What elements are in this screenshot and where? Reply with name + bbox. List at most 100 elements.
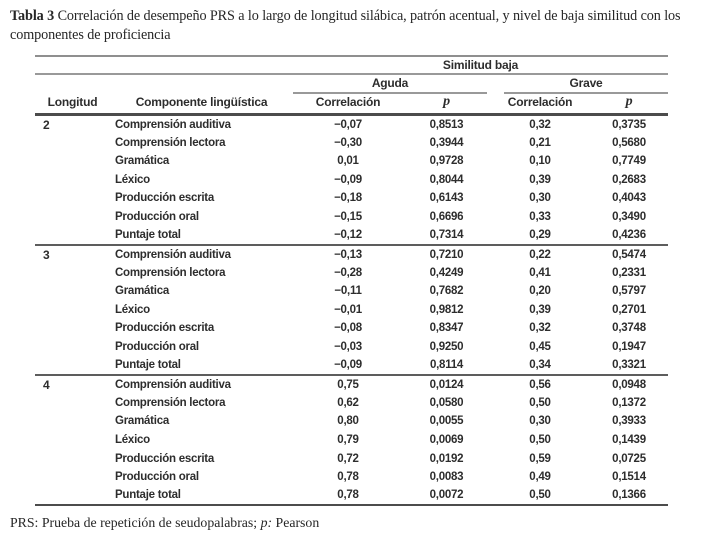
correlacion-aguda-cell: 0,78 [293,486,403,507]
longitud-cell [35,356,110,375]
longitud-cell [35,301,110,320]
p-grave-cell: 0,0948 [590,373,669,394]
column-header-p-grave: p [590,93,669,117]
correlacion-aguda-cell: −0,08 [334,322,362,335]
group-header-grave-label: Grave [504,76,669,94]
spanner-similitud-baja: Similitud baja [293,54,669,75]
correlacion-aguda-cell: −0,28 [334,266,362,279]
p-grave-cell: 0,2701 [612,303,646,316]
longitud-cell [35,338,110,357]
p-grave-cell: 0,5797 [612,285,646,298]
table-row: Producción escrita −0,18 0,6143 0,30 0,4043 [35,189,668,208]
correlacion-grave-cell: 0,39 [529,303,551,316]
p-aguda-cell: 0,0192 [429,452,464,465]
correlacion-aguda-cell: 0,79 [337,434,359,447]
longitud-cell [35,431,110,450]
correlacion-grave-cell: 0,20 [529,285,551,298]
correlacion-grave-cell: 0,41 [529,266,551,279]
longitud-cell [35,468,110,487]
correlacion-grave-cell: 0,50 [529,434,551,447]
table-header: Similitud baja Aguda Grave Longitud Comp… [35,54,669,117]
group-spacer [35,74,293,94]
component-cell: Gramática [115,155,170,168]
table-row: Puntaje total −0,09 0,8114 0,34 0,3321 [35,356,668,375]
group-header-grave: Grave [490,74,669,94]
p-grave-cell: 0,3321 [612,359,646,372]
correlacion-grave-cell: 0,32 [529,322,551,335]
longitud-cell [35,394,110,413]
component-cell: Puntaje total [115,359,181,372]
table-row: 4 Comprensión auditiva 0,75 0,0124 0,56 0,094… [35,373,669,394]
longitud-cell [35,486,110,507]
longitud-cell [35,449,110,468]
correlacion-aguda-cell: 0,80 [337,415,359,428]
p-aguda-cell: 0,0083 [429,471,464,484]
table-title: Tabla 3 Correlación de desempeño PRS a l… [10,7,698,46]
p-grave-cell: 0,3748 [612,322,646,335]
p-grave-cell: 0,1372 [612,396,646,409]
table-row: Comprensión lectora 0,62 0,0580 0,50 0,1372 [35,394,668,413]
table-row: Producción oral −0,03 0,9250 0,45 0,1947 [35,338,668,357]
correlacion-grave-cell: 0,32 [529,118,551,131]
correlacion-aguda-cell: −0,07 [334,118,362,131]
p-aguda-cell: 0,0072 [403,486,490,507]
group-header-aguda-label: Aguda [293,76,487,94]
table-row: Gramática −0,11 0,7682 0,20 0,5797 [35,282,668,301]
correlacion-grave-cell: 0,34 [529,359,551,372]
component-cell: Léxico [115,434,150,447]
footnote-p-label: p: [260,515,273,531]
column-header-p-aguda: p [403,93,490,117]
component-cell: Producción escrita [115,452,215,465]
p-aguda-cell: 0,8044 [429,173,464,186]
group-header-aguda: Aguda [293,74,490,94]
correlacion-aguda-cell: 0,01 [337,155,359,168]
component-cell: Puntaje total [110,486,293,507]
longitud-cell [35,226,110,245]
table-row: Comprensión lectora −0,28 0,4249 0,41 0,2331 [35,263,668,282]
correlacion-aguda-cell: −0,11 [334,285,362,298]
component-cell: Producción escrita [115,192,215,205]
p-aguda-cell: 0,7682 [429,285,464,298]
correlacion-grave-cell: 0,21 [529,136,551,149]
longitud-cell [35,319,110,338]
page: Tabla 3 Correlación de desempeño PRS a l… [0,7,703,546]
p-aguda-cell: 0,3944 [429,136,464,149]
p-aguda-cell: 0,6143 [429,192,464,205]
component-cell: Comprensión auditiva [110,243,293,264]
longitud-cell [35,263,110,282]
correlacion-aguda-cell: −0,13 [293,243,403,264]
longitud-cell: 2 [43,117,50,132]
longitud-cell [35,282,110,301]
correlacion-aguda-cell: −0,09 [334,359,362,372]
component-cell: Léxico [115,173,150,186]
component-cell: Gramática [115,285,170,298]
table-row: Comprensión lectora −0,30 0,3944 0,21 0,5680 [35,133,668,152]
component-cell: Gramática [115,415,170,428]
component-cell: Comprensión auditiva [110,373,293,394]
longitud-cell [35,412,110,431]
correlacion-aguda-cell: −0,30 [334,136,362,149]
longitud-cell [35,208,110,227]
footnote-prefix: PRS: Prueba de repetición de seudopalabr… [10,515,261,531]
p-aguda-cell: 0,0580 [429,396,464,409]
longitud-cell [35,133,110,152]
component-cell: Comprensión lectora [115,266,226,279]
correlacion-aguda-cell: −0,09 [334,173,362,186]
p-aguda-cell: 0,7314 [429,228,464,241]
column-header-longitud: Longitud [35,93,110,117]
table-row: 2 Comprensión auditiva −0,07 0,8513 0,32 0,37… [35,115,668,134]
correlacion-grave-cell: 0,30 [529,192,551,205]
table-row: Puntaje total −0,12 0,7314 0,29 0,4236 [35,226,668,245]
p-grave-cell: 0,5474 [590,243,669,264]
column-header-row: Longitud Componente lingüística Correlac… [35,93,669,117]
p-aguda-cell: 0,8347 [429,322,464,335]
correlacion-grave-cell: 0,29 [529,228,551,241]
correlacion-aguda-cell: −0,01 [334,303,362,316]
component-cell: Producción oral [115,341,199,354]
correlacion-aguda-cell: 0,62 [337,396,359,409]
p-aguda-cell: 0,8114 [429,359,464,372]
component-cell: Comprensión lectora [115,136,226,149]
table-row: Puntaje total 0,78 0,0072 0,50 0,1366 [35,486,669,507]
correlacion-grave-cell: 0,22 [490,243,590,264]
correlacion-grave-cell: 0,59 [529,452,551,465]
